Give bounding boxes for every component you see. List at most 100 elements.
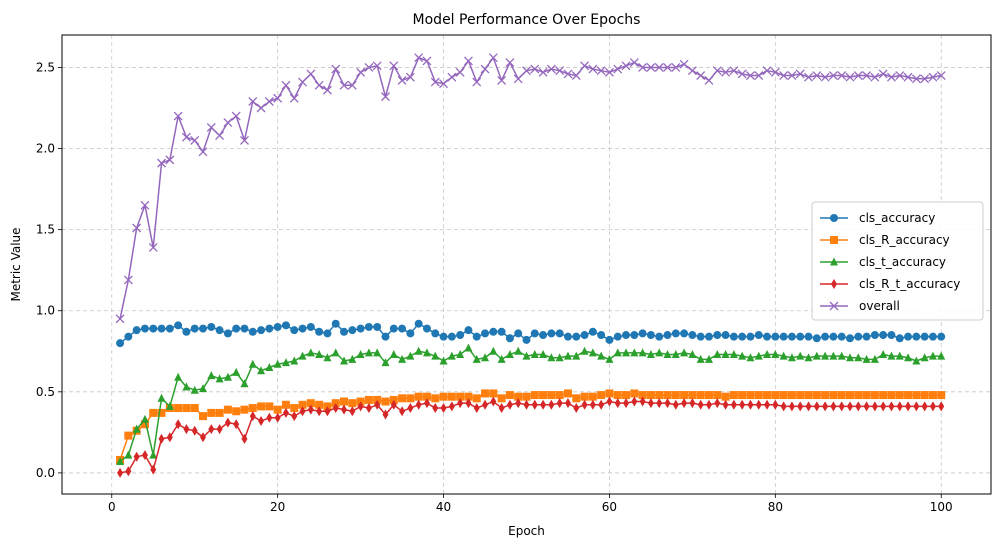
data-point-cls_R_t_accuracy — [880, 401, 887, 412]
data-point-cls_R_accuracy — [555, 391, 564, 400]
data-point-cls_accuracy — [829, 332, 838, 341]
data-point-cls_R_t_accuracy — [282, 407, 289, 418]
data-point-overall — [273, 93, 283, 103]
data-point-cls_accuracy — [597, 331, 606, 340]
data-point-cls_t_accuracy — [281, 358, 290, 367]
data-point-cls_accuracy — [431, 329, 440, 338]
data-point-cls_t_accuracy — [140, 414, 149, 423]
legend-swatch-marker — [830, 257, 838, 266]
data-point-cls_R_t_accuracy — [374, 399, 381, 410]
data-point-overall — [190, 135, 200, 145]
data-point-cls_accuracy — [281, 321, 290, 330]
data-point-cls_t_accuracy — [356, 350, 365, 359]
legend-box — [811, 201, 984, 321]
data-point-cls_R_t_accuracy — [705, 399, 712, 410]
data-point-cls_accuracy — [132, 326, 141, 335]
data-point-cls_t_accuracy — [439, 356, 448, 365]
data-point-cls_accuracy — [779, 332, 788, 341]
data-point-overall — [181, 132, 191, 142]
data-point-cls_accuracy — [563, 332, 572, 341]
data-point-cls_R_accuracy — [406, 394, 415, 403]
data-point-cls_t_accuracy — [157, 393, 166, 402]
data-point-cls_accuracy — [315, 327, 324, 336]
data-point-cls_accuracy — [879, 331, 888, 340]
data-point-cls_accuracy — [124, 332, 133, 341]
data-point-cls_R_t_accuracy — [341, 404, 348, 415]
y-tick-label: 2.5 — [36, 60, 55, 74]
data-point-cls_R_accuracy — [854, 391, 863, 400]
data-point-cls_R_t_accuracy — [224, 417, 231, 428]
data-point-cls_t_accuracy — [580, 346, 589, 355]
data-point-overall — [762, 66, 772, 76]
data-point-cls_t_accuracy — [887, 351, 896, 360]
data-point-cls_t_accuracy — [671, 350, 680, 359]
data-point-overall — [132, 223, 142, 233]
data-point-overall — [911, 74, 921, 84]
data-point-cls_accuracy — [613, 332, 622, 341]
data-point-overall — [389, 61, 399, 71]
data-point-cls_R_accuracy — [796, 391, 805, 400]
data-point-cls_accuracy — [199, 324, 208, 333]
legend-item-overall: overall — [820, 299, 900, 313]
data-point-cls_R_t_accuracy — [921, 401, 928, 412]
data-point-overall — [339, 80, 349, 90]
data-point-cls_R_t_accuracy — [631, 396, 638, 407]
data-point-cls_accuracy — [887, 331, 896, 340]
data-point-cls_t_accuracy — [431, 351, 440, 360]
data-point-cls_R_t_accuracy — [564, 398, 571, 409]
data-point-cls_R_t_accuracy — [846, 401, 853, 412]
data-point-cls_accuracy — [422, 324, 431, 333]
data-point-cls_R_accuracy — [364, 395, 373, 404]
data-point-cls_accuracy — [340, 327, 349, 336]
data-point-cls_R_accuracy — [787, 391, 796, 400]
data-point-cls_accuracy — [704, 332, 713, 341]
series-line-cls_t_accuracy — [119, 347, 942, 463]
data-point-cls_accuracy — [215, 326, 224, 335]
data-point-cls_R_accuracy — [937, 391, 946, 400]
data-point-cls_R_t_accuracy — [614, 398, 621, 409]
data-point-overall — [447, 72, 457, 82]
data-point-cls_R_t_accuracy — [780, 401, 787, 412]
data-point-overall — [215, 131, 225, 141]
data-point-cls_t_accuracy — [555, 353, 564, 362]
data-point-cls_R_t_accuracy — [498, 403, 505, 414]
data-point-overall — [405, 72, 415, 82]
data-point-cls_R_accuracy — [671, 391, 680, 400]
y-tick-label: 2.0 — [36, 142, 55, 156]
data-point-cls_R_t_accuracy — [150, 464, 157, 475]
data-point-overall — [588, 64, 598, 74]
data-point-overall — [546, 64, 556, 74]
data-point-cls_R_accuracy — [149, 408, 158, 417]
data-point-cls_t_accuracy — [688, 350, 697, 359]
data-point-overall — [480, 64, 490, 74]
data-point-cls_accuracy — [165, 324, 174, 333]
data-point-cls_R_accuracy — [655, 391, 664, 400]
data-point-cls_R_accuracy — [837, 391, 846, 400]
data-point-overall — [787, 71, 797, 81]
axis-ticks: 0 20 40 60 80 100 0.0 0.5 1.0 1.5 2.0 2.5 — [36, 60, 953, 514]
data-point-overall — [497, 75, 507, 85]
data-point-cls_R_t_accuracy — [316, 406, 323, 417]
data-point-overall — [148, 243, 158, 252]
data-point-cls_accuracy — [530, 329, 539, 338]
data-point-cls_R_accuracy — [431, 394, 440, 403]
data-point-cls_t_accuracy — [398, 354, 407, 363]
data-point-overall — [198, 147, 208, 157]
data-point-overall — [472, 77, 482, 87]
data-point-cls_R_accuracy — [248, 404, 257, 413]
data-point-overall — [414, 53, 424, 63]
data-point-overall — [372, 61, 382, 71]
data-point-cls_R_accuracy — [340, 397, 349, 406]
data-point-cls_accuracy — [149, 324, 158, 333]
data-point-overall — [936, 71, 946, 81]
data-point-cls_R_accuracy — [140, 420, 149, 429]
data-point-cls_R_accuracy — [779, 391, 788, 400]
data-point-cls_t_accuracy — [215, 374, 224, 383]
data-point-cls_R_t_accuracy — [399, 406, 406, 417]
data-point-overall — [281, 80, 291, 90]
data-point-overall — [306, 69, 316, 79]
data-point-cls_accuracy — [174, 321, 183, 330]
data-point-cls_R_accuracy — [514, 392, 523, 401]
data-point-overall — [555, 66, 565, 76]
data-point-cls_t_accuracy — [713, 350, 722, 359]
